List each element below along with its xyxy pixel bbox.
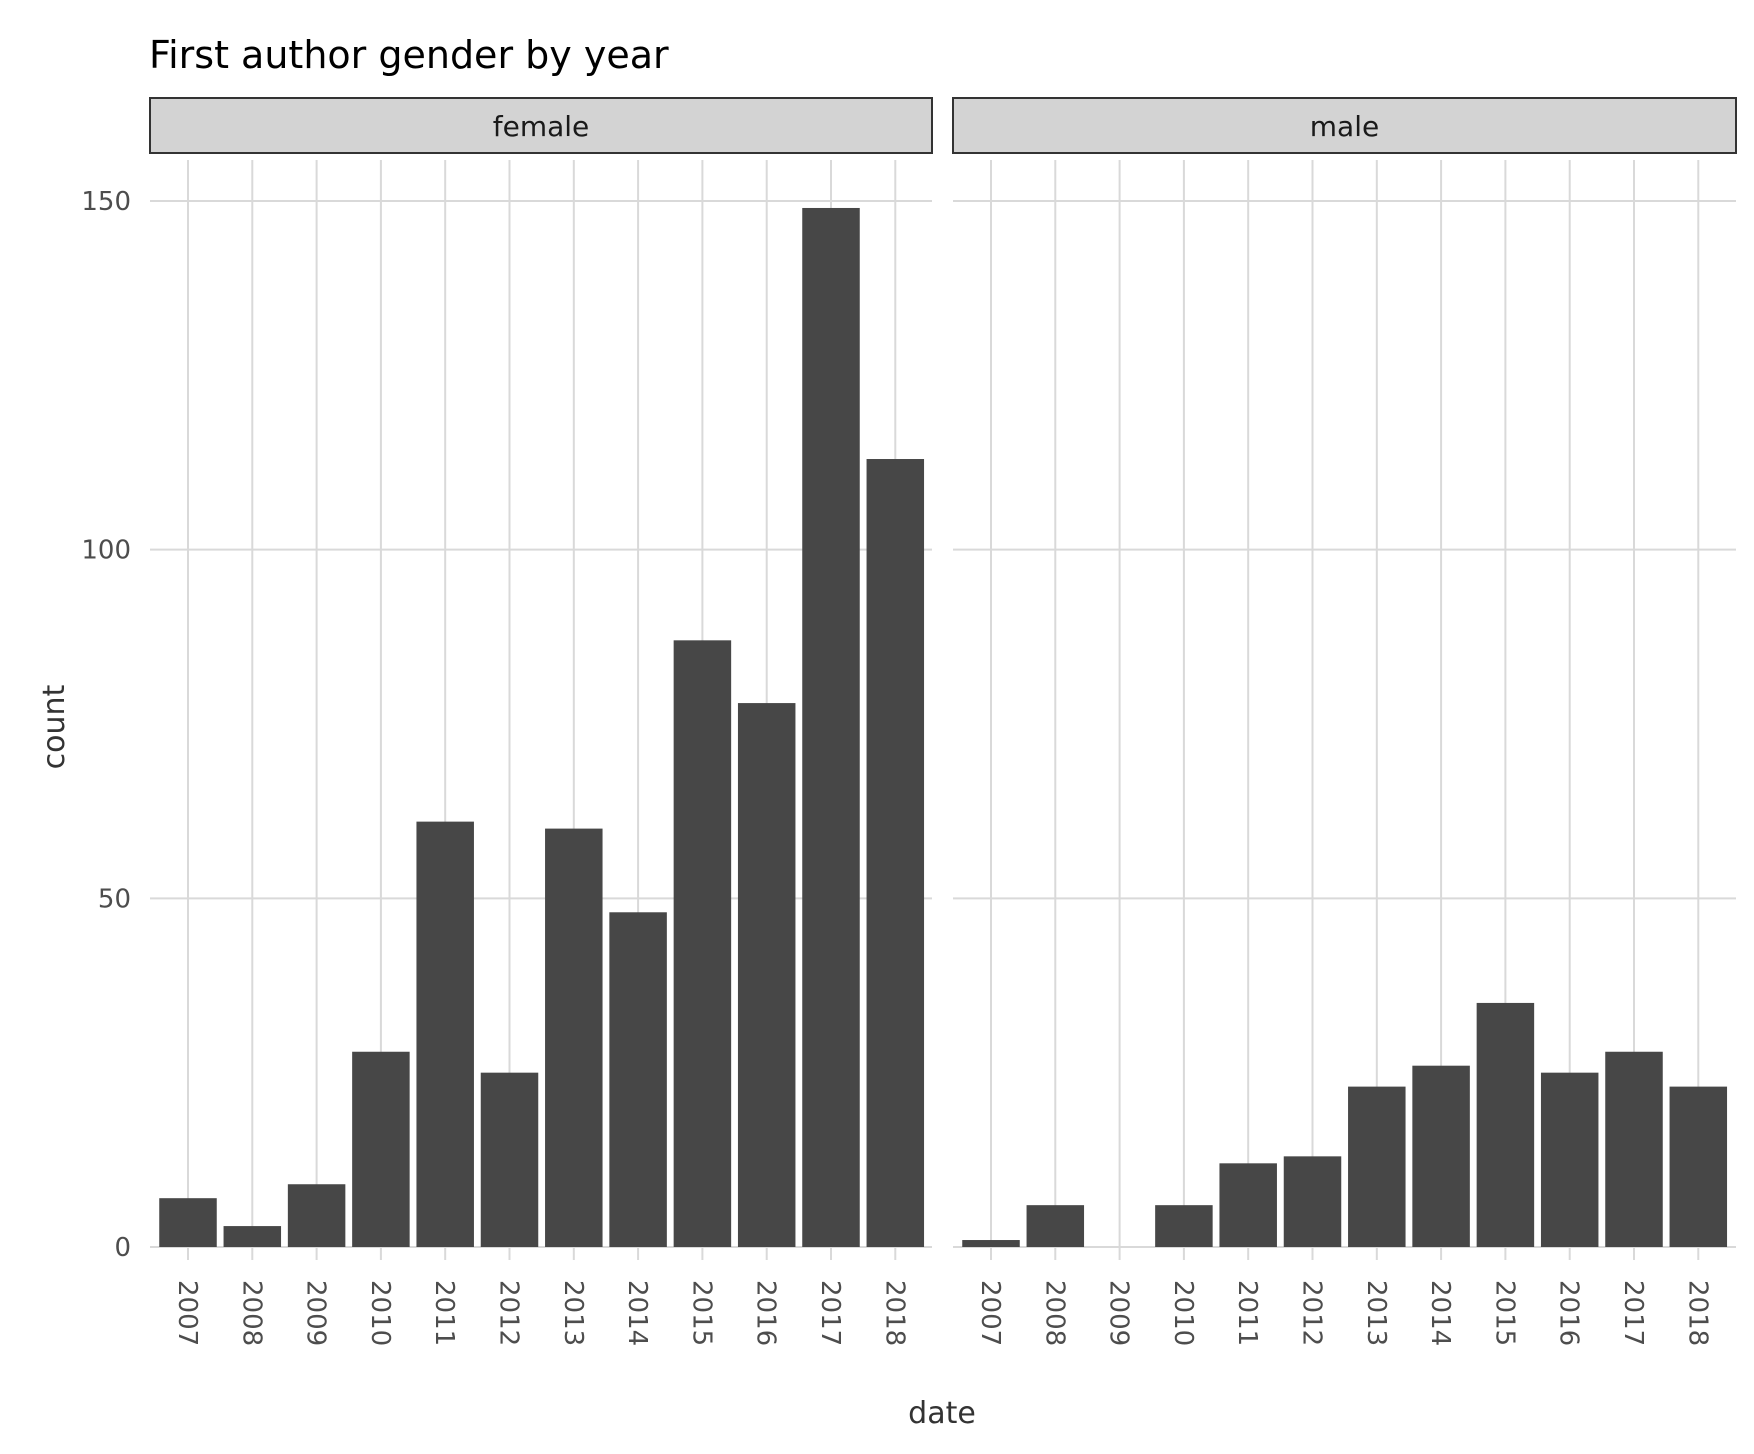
facet-strip-label: male — [1310, 110, 1379, 143]
bar-female-2017 — [802, 207, 860, 1247]
bar-female-2010 — [352, 1051, 410, 1247]
x-tick-label: 2011 — [1232, 1280, 1262, 1346]
x-tick-label: 2012 — [1297, 1280, 1327, 1346]
x-tick-label: 2007 — [975, 1280, 1005, 1346]
bar-male-2010 — [1155, 1205, 1213, 1247]
panel-female: female 2007 2008 2009 2010 2011 2012 2013 2014 20… — [149, 97, 933, 1346]
bar-female-2014 — [609, 912, 667, 1247]
x-tick-label: 2008 — [1039, 1280, 1069, 1346]
y-tick-label: 0 — [114, 1233, 131, 1263]
y-tick-label: 50 — [98, 884, 131, 914]
bar-male-2013 — [1348, 1086, 1406, 1247]
y-tick-label: 100 — [81, 536, 131, 566]
bar-male-2015 — [1476, 1002, 1535, 1247]
bar-female-2007 — [159, 1198, 217, 1247]
x-tick-label: 2007 — [172, 1280, 202, 1346]
y-axis-title: count — [37, 684, 72, 769]
x-tick-label: 2009 — [1104, 1280, 1134, 1346]
bar-male-2011 — [1219, 1163, 1277, 1247]
x-tick-label: 2010 — [1168, 1280, 1198, 1346]
x-tick-label: 2017 — [815, 1280, 845, 1346]
x-tick-label: 2016 — [751, 1280, 781, 1346]
x-tick-label: 2015 — [1489, 1280, 1519, 1346]
facet-strip — [952, 97, 1737, 154]
bar-male-2014 — [1412, 1065, 1470, 1247]
bar-female-2009 — [287, 1184, 346, 1247]
bar-female-2016 — [737, 703, 796, 1247]
x-tick-label: 2013 — [1361, 1280, 1391, 1346]
x-tick-label: 2016 — [1554, 1280, 1584, 1346]
x-axis-title: date — [908, 1396, 976, 1431]
x-tick-label: 2011 — [429, 1280, 459, 1346]
bar-male-2017 — [1605, 1051, 1663, 1247]
x-tick-label: 2012 — [494, 1280, 524, 1346]
x-tick-label: 2014 — [1425, 1280, 1455, 1346]
bar-female-2015 — [673, 640, 732, 1247]
panels-layer: female 2007 2008 2009 2010 2011 2012 2013 2014 20… — [81, 97, 1737, 1346]
x-tick-label: 2017 — [1618, 1280, 1648, 1346]
bar-male-2018 — [1669, 1086, 1728, 1247]
bar-female-2011 — [416, 821, 474, 1247]
x-tick-label: 2018 — [879, 1280, 909, 1346]
y-tick-label: 150 — [81, 187, 131, 217]
bar-male-2016 — [1540, 1072, 1599, 1247]
x-tick-label: 2010 — [365, 1280, 395, 1346]
bar-male-2007 — [962, 1240, 1020, 1247]
bar-female-2013 — [545, 828, 603, 1247]
bar-female-2018 — [866, 459, 925, 1248]
x-tick-label: 2018 — [1682, 1280, 1712, 1346]
x-tick-label: 2013 — [558, 1280, 588, 1346]
bar-female-2008 — [223, 1226, 282, 1247]
facet-strip-label: female — [493, 110, 590, 143]
x-tick-label: 2014 — [622, 1280, 652, 1346]
x-tick-label: 2015 — [686, 1280, 716, 1346]
facet-strip — [149, 97, 933, 154]
bar-male-2012 — [1283, 1156, 1342, 1247]
panel-male: male 2007 2008 2009 2010 2011 2012 2013 2014 2015… — [952, 97, 1737, 1346]
chart-title: First author gender by year — [149, 33, 669, 77]
bar-male-2008 — [1026, 1205, 1085, 1247]
x-tick-label: 2008 — [236, 1280, 266, 1346]
bar-female-2012 — [480, 1072, 539, 1247]
x-tick-label: 2009 — [301, 1280, 331, 1346]
